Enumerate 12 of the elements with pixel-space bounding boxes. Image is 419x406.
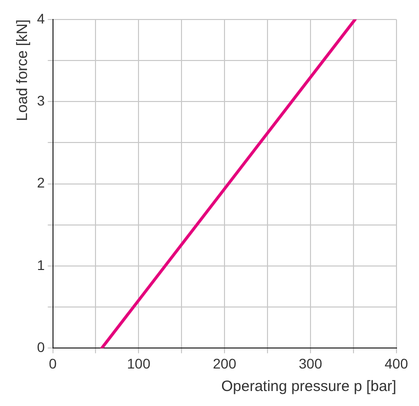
y-tick-label: 3 (36, 92, 45, 108)
y-axis-title: Load force [kN] (14, 19, 32, 122)
x-tick-label: 100 (126, 355, 151, 372)
x-tick-label: 300 (298, 355, 322, 372)
y-tick-label: 4 (36, 10, 45, 26)
y-tick-label: 1 (36, 256, 45, 273)
x-tick-label: 400 (384, 355, 408, 372)
y-tick-label: 2 (36, 174, 45, 191)
y-tick-label: 0 (36, 339, 45, 356)
x-tick-label: 0 (48, 355, 57, 372)
x-axis-title: Operating pressure p [bar] (221, 378, 396, 396)
x-tick-label: 200 (212, 355, 236, 372)
